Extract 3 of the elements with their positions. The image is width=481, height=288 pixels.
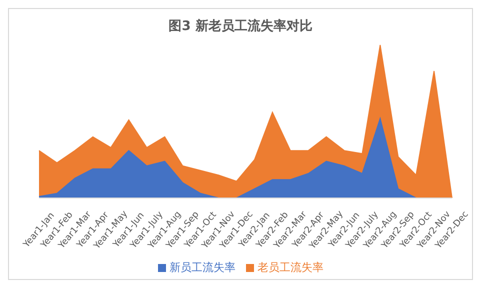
chart-title: 图3 新老员工流失率对比 — [168, 18, 314, 35]
legend-label: 老员工流失率 — [258, 261, 324, 274]
legend-label: 新员工流失率 — [170, 261, 236, 274]
